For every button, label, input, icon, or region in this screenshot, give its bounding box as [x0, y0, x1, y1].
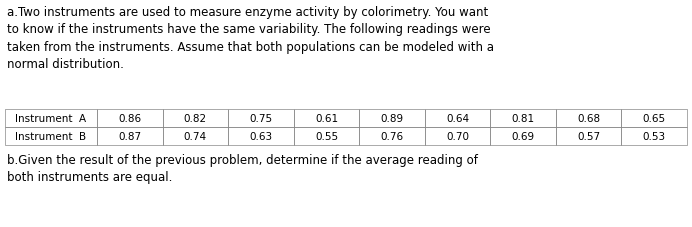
Text: 0.65: 0.65 — [643, 114, 666, 123]
Bar — [556, 109, 621, 127]
Text: 0.75: 0.75 — [249, 114, 273, 123]
Bar — [163, 127, 228, 145]
Text: 0.81: 0.81 — [511, 114, 535, 123]
Bar — [228, 109, 293, 127]
Text: 0.76: 0.76 — [381, 131, 403, 141]
Bar — [228, 127, 293, 145]
Bar — [621, 109, 687, 127]
Text: 0.87: 0.87 — [118, 131, 141, 141]
Bar — [556, 127, 621, 145]
Text: 0.86: 0.86 — [118, 114, 141, 123]
Text: 0.53: 0.53 — [643, 131, 666, 141]
Bar — [491, 127, 556, 145]
Bar — [163, 109, 228, 127]
Text: 0.69: 0.69 — [511, 131, 535, 141]
Text: 0.74: 0.74 — [184, 131, 207, 141]
Bar — [293, 127, 359, 145]
Bar — [97, 127, 163, 145]
Text: 0.64: 0.64 — [446, 114, 469, 123]
Text: 0.57: 0.57 — [577, 131, 600, 141]
Bar — [359, 127, 425, 145]
Text: 0.68: 0.68 — [577, 114, 600, 123]
Bar — [621, 127, 687, 145]
Bar — [491, 109, 556, 127]
Bar — [293, 109, 359, 127]
Text: 0.82: 0.82 — [184, 114, 207, 123]
Text: b.Given the result of the previous problem, determine if the average reading of
: b.Given the result of the previous probl… — [7, 153, 478, 184]
Bar — [5, 109, 97, 127]
Text: 0.55: 0.55 — [315, 131, 338, 141]
Text: a.Two instruments are used to measure enzyme activity by colorimetry. You want
t: a.Two instruments are used to measure en… — [7, 6, 494, 71]
Bar — [359, 109, 425, 127]
Bar — [425, 109, 491, 127]
Text: 0.89: 0.89 — [381, 114, 403, 123]
Text: Instrument  A: Instrument A — [15, 114, 87, 123]
Text: 0.63: 0.63 — [249, 131, 273, 141]
Text: Instrument  B: Instrument B — [15, 131, 87, 141]
Bar — [425, 127, 491, 145]
Bar — [97, 109, 163, 127]
Text: 0.61: 0.61 — [315, 114, 338, 123]
Text: 0.70: 0.70 — [446, 131, 469, 141]
Bar — [5, 127, 97, 145]
